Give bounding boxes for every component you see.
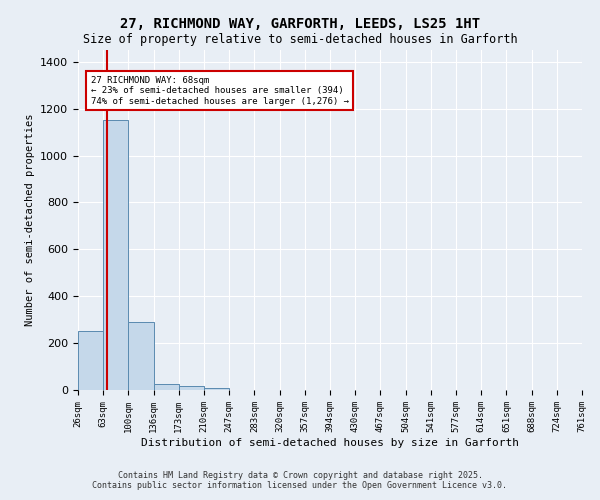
Bar [103,120,128,390]
Bar [154,384,179,390]
X-axis label: Distribution of semi-detached houses by size in Garforth: Distribution of semi-detached houses by … [141,438,519,448]
Bar [179,386,204,390]
Y-axis label: Number of semi-detached properties: Number of semi-detached properties [25,114,35,326]
Text: 27 RICHMOND WAY: 68sqm
← 23% of semi-detached houses are smaller (394)
74% of se: 27 RICHMOND WAY: 68sqm ← 23% of semi-det… [91,76,349,106]
Bar [128,322,154,390]
Text: 27, RICHMOND WAY, GARFORTH, LEEDS, LS25 1HT: 27, RICHMOND WAY, GARFORTH, LEEDS, LS25 … [120,18,480,32]
Bar [78,332,103,390]
Bar [204,388,229,390]
Text: Size of property relative to semi-detached houses in Garforth: Size of property relative to semi-detach… [83,32,517,46]
Text: Contains HM Land Registry data © Crown copyright and database right 2025.
Contai: Contains HM Land Registry data © Crown c… [92,470,508,490]
